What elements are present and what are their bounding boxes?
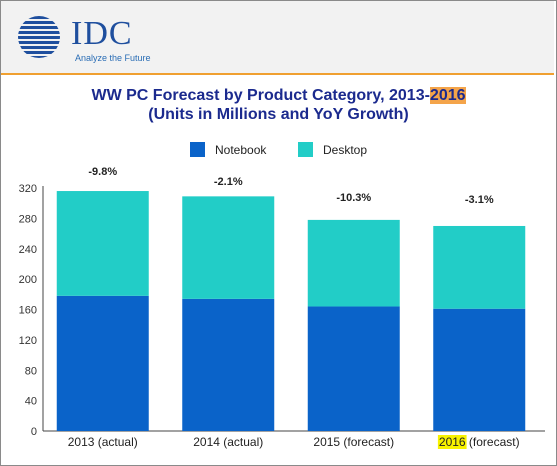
idc-logo: IDC Analyze the Future [15, 13, 175, 63]
logo-wordmark: IDC [71, 15, 133, 52]
y-tick-label: 80 [25, 365, 37, 377]
y-tick-label: 320 [19, 183, 37, 195]
yoy-label-2015: -10.3% [336, 192, 371, 204]
globe-icon [18, 16, 60, 58]
y-tick-label: 160 [19, 305, 37, 317]
x-category-label-2014: 2014 (actual) [193, 435, 263, 449]
x-category-year: 2016 [439, 435, 466, 449]
chart-title-line1: WW PC Forecast by Product Category, 2013… [0, 86, 557, 105]
legend-swatch-notebook [190, 142, 205, 157]
y-tick-label: 40 [25, 396, 37, 408]
x-category-suffix: (actual) [220, 435, 263, 449]
x-category-suffix: (forecast) [466, 435, 520, 449]
chart-title-line2: (Units in Millions and YoY Growth) [148, 106, 409, 123]
x-category-year: 2013 [68, 435, 95, 449]
bar-desktop-2016 [433, 225, 526, 309]
x-category-suffix: (forecast) [340, 435, 394, 449]
x-category-label-2016: 2016 (forecast) [439, 435, 520, 449]
x-category-label-2015: 2015 (forecast) [313, 435, 394, 449]
legend-label-notebook: Notebook [215, 143, 267, 157]
bar-notebook-2015 [307, 306, 400, 431]
bar-notebook-2014 [182, 298, 275, 431]
chart-title: WW PC Forecast by Product Category, 2013… [0, 86, 557, 124]
bar-desktop-2013 [56, 191, 149, 296]
bar-desktop-2014 [182, 196, 275, 299]
yoy-label-2014: -2.1% [214, 176, 243, 188]
chart-title-year: 2016 [429, 87, 466, 104]
x-category-label-2013: 2013 (actual) [68, 435, 138, 449]
legend-label-desktop: Desktop [323, 143, 367, 157]
x-category-highlight [437, 435, 467, 449]
y-tick-label: 200 [19, 274, 37, 286]
y-tick-label: 280 [19, 213, 37, 225]
y-tick-label: 240 [19, 244, 37, 256]
logo-tagline: Analyze the Future [75, 53, 151, 63]
x-category-year: 2014 [193, 435, 220, 449]
bar-notebook-2016 [433, 308, 526, 431]
x-category-suffix: (actual) [94, 435, 137, 449]
y-tick-label: 0 [31, 426, 37, 438]
chart-title-prefix: WW PC Forecast by Product Category, 2013… [91, 87, 430, 104]
yoy-label-2013: -9.8% [88, 166, 117, 178]
y-tick-label: 120 [19, 335, 37, 347]
bar-desktop-2015 [307, 219, 400, 307]
bar-notebook-2013 [56, 295, 149, 431]
header-bar: IDC Analyze the Future [1, 1, 554, 75]
legend-swatch-desktop [298, 142, 313, 157]
yoy-label-2016: -3.1% [465, 194, 494, 206]
x-category-year: 2015 [313, 435, 340, 449]
